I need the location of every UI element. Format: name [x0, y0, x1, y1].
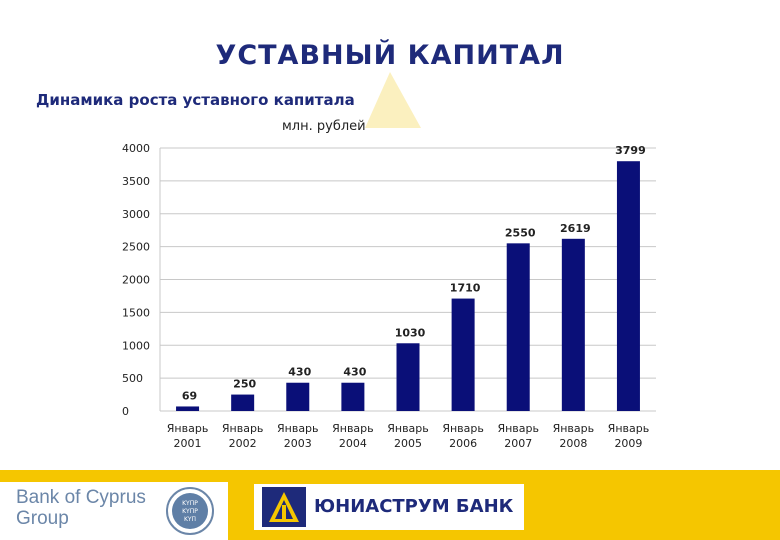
x-tick-label-year: 2001	[174, 437, 202, 450]
bar	[286, 382, 310, 411]
x-tick-label-year: 2002	[229, 437, 257, 450]
bar	[451, 298, 475, 411]
y-tick-label: 500	[122, 372, 143, 385]
data-label: 2550	[505, 226, 536, 239]
data-label: 430	[343, 366, 366, 379]
y-tick-label: 1000	[122, 339, 150, 352]
x-tick-label-year: 2006	[449, 437, 477, 450]
svg-text:ΚΥΠ: ΚΥΠ	[184, 516, 196, 523]
bank-of-cyprus-name: Bank of Cyprus Group	[16, 487, 146, 529]
y-tick-label: 2500	[122, 241, 150, 254]
data-label: 430	[288, 366, 311, 379]
x-tick-label-month: Январь	[167, 422, 209, 435]
x-tick-label-month: Январь	[387, 422, 429, 435]
data-label: 3799	[615, 144, 646, 157]
x-tick-label-month: Январь	[497, 422, 539, 435]
page-title: УСТАВНЫЙ КАПИТАЛ	[215, 40, 565, 71]
data-label: 1030	[395, 326, 426, 339]
x-tick-label-year: 2004	[339, 437, 367, 450]
bank-of-cyprus-logo: Bank of Cyprus Group ΚΥΠΡ ΚΥΠΡ ΚΥΠ	[0, 482, 228, 540]
bar-chart: 0 500 1000 1500 2000 2500 3000 3500 4000 69 Январь…	[122, 142, 656, 450]
bar	[176, 406, 200, 411]
bar	[396, 343, 420, 411]
y-tick-label: 3000	[122, 208, 150, 221]
bank-of-cyprus-name-line-1: Bank of Cyprus	[16, 487, 146, 508]
bar	[616, 161, 640, 411]
bank-of-cyprus-name-line-2: Group	[16, 508, 69, 529]
x-tick-label-month: Январь	[608, 422, 650, 435]
bank-of-cyprus-seal-icon: ΚΥΠΡ ΚΥΠΡ ΚΥΠ	[166, 487, 214, 535]
svg-text:ΚΥΠΡ: ΚΥΠΡ	[182, 500, 198, 507]
uniastrum-emblem-icon	[262, 487, 306, 527]
y-tick-label: 0	[122, 405, 129, 418]
x-tick-label-month: Январь	[442, 422, 484, 435]
x-tick-label-year: 2008	[559, 437, 587, 450]
x-tick-label-month: Январь	[332, 422, 374, 435]
x-tick-label-month: Январь	[553, 422, 595, 435]
unit-label: млн. рублей	[282, 119, 366, 134]
x-tick-label-month: Январь	[277, 422, 319, 435]
x-tick-label-year: 2007	[504, 437, 532, 450]
uniastrum-bank-name: ЮНИАСТРУМ БАНК	[314, 496, 514, 517]
data-label: 1710	[450, 282, 481, 295]
y-tick-label: 3500	[122, 175, 150, 188]
chart-subtitle: Динамика роста уставного капитала	[36, 91, 355, 109]
x-tick-label-year: 2009	[614, 437, 642, 450]
uniastrum-bank-logo: ЮНИАСТРУМ БАНК	[254, 484, 524, 530]
y-tick-label: 2000	[122, 274, 150, 287]
bar	[231, 394, 255, 411]
data-label: 250	[233, 378, 256, 391]
x-tick-label-year: 2005	[394, 437, 422, 450]
data-label: 69	[182, 389, 197, 402]
y-tick-label: 1500	[122, 306, 150, 319]
svg-text:ΚΥΠΡ: ΚΥΠΡ	[182, 508, 198, 515]
x-tick-label-month: Январь	[222, 422, 264, 435]
data-label: 2619	[560, 222, 591, 235]
x-tick-label-year: 2003	[284, 437, 312, 450]
y-tick-label: 4000	[122, 142, 150, 155]
bar	[561, 238, 585, 411]
bar	[341, 382, 365, 411]
triangle-watermark-icon	[365, 72, 421, 128]
bar	[506, 243, 530, 411]
